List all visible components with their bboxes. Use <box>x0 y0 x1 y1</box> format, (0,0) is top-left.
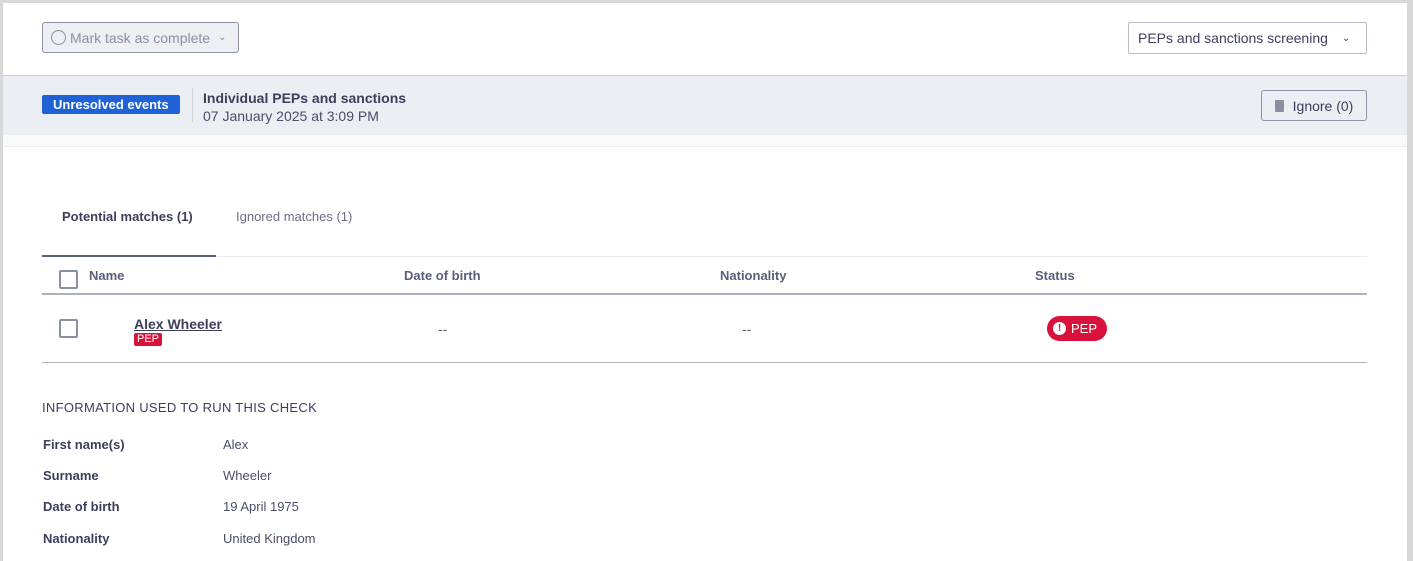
column-name: Name <box>89 268 125 283</box>
screening-panel: Mark task as complete ⌄ PEPs and sanctio… <box>3 3 1407 561</box>
info-value: Wheeler <box>223 468 272 483</box>
select-all-checkbox[interactable] <box>59 270 78 289</box>
row-checkbox[interactable] <box>59 319 78 338</box>
top-toolbar: Mark task as complete ⌄ PEPs and sanctio… <box>3 3 1407 75</box>
info-label: Surname <box>43 468 99 483</box>
tab-potential-matches[interactable]: Potential matches (1) <box>62 209 193 224</box>
active-tab-indicator <box>42 255 216 257</box>
check-type-value: PEPs and sanctions screening <box>1138 30 1328 46</box>
match-name-link[interactable]: Alex Wheeler <box>134 316 222 332</box>
info-label: Nationality <box>43 531 110 546</box>
info-label: First name(s) <box>43 437 125 452</box>
event-title: Individual PEPs and sanctions <box>203 90 407 106</box>
info-value: Alex <box>223 437 249 452</box>
dob-value: -- <box>438 321 448 337</box>
info-value: 19 April 1975 <box>223 499 299 514</box>
circle-icon <box>51 30 66 45</box>
table-row: Alex Wheeler PEP -- -- ! PEP <box>42 295 1367 363</box>
ignore-button[interactable]: Ignore (0) <box>1261 90 1367 121</box>
column-status: Status <box>1035 268 1075 283</box>
status-badge: Unresolved events <box>42 95 180 114</box>
info-heading: INFORMATION USED TO RUN THIS CHECK <box>42 400 318 415</box>
chevron-down-icon: ⌄ <box>1341 32 1351 44</box>
info-label: Date of birth <box>43 499 120 514</box>
ignore-label: Ignore (0) <box>1292 97 1354 114</box>
mark-task-label: Mark task as complete <box>70 29 211 46</box>
info-value: United Kingdom <box>223 531 316 546</box>
mark-task-complete-button[interactable]: Mark task as complete ⌄ <box>42 22 239 53</box>
status-pill: ! PEP <box>1047 316 1108 341</box>
table-header: Name Date of birth Nationality Status <box>42 257 1367 295</box>
pep-tag: PEP <box>134 333 163 346</box>
match-tabs: Potential matches (1) Ignored matches (1… <box>42 193 1367 257</box>
alert-icon: ! <box>1053 322 1066 335</box>
column-nationality: Nationality <box>720 268 787 283</box>
check-type-select[interactable]: PEPs and sanctions screening ⌄ <box>1128 22 1367 54</box>
chevron-down-icon: ⌄ <box>218 32 227 43</box>
trash-icon <box>1274 99 1284 112</box>
status-label: PEP <box>1071 321 1098 336</box>
event-date: 07 January 2025 at 3:09 PM <box>203 108 379 124</box>
column-dob: Date of birth <box>404 268 481 283</box>
event-header: Unresolved events Individual PEPs and sa… <box>3 75 1407 135</box>
divider <box>192 88 193 122</box>
nationality-value: -- <box>742 321 752 337</box>
tab-ignored-matches[interactable]: Ignored matches (1) <box>236 209 353 224</box>
divider <box>3 135 1407 147</box>
